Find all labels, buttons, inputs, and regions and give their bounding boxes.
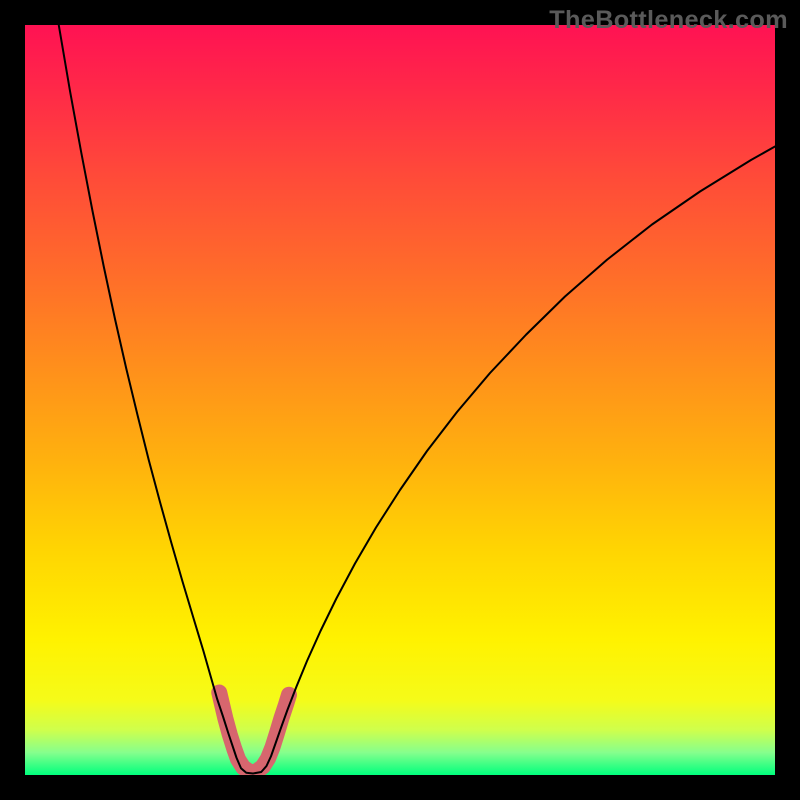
watermark-text: TheBottleneck.com [549,6,788,35]
chart-frame: TheBottleneck.com [0,0,800,800]
plot-background [25,25,775,775]
valley-marker [219,693,289,773]
chart-svg [0,0,800,800]
bottleneck-curve [56,10,775,774]
border-rect [0,0,800,800]
